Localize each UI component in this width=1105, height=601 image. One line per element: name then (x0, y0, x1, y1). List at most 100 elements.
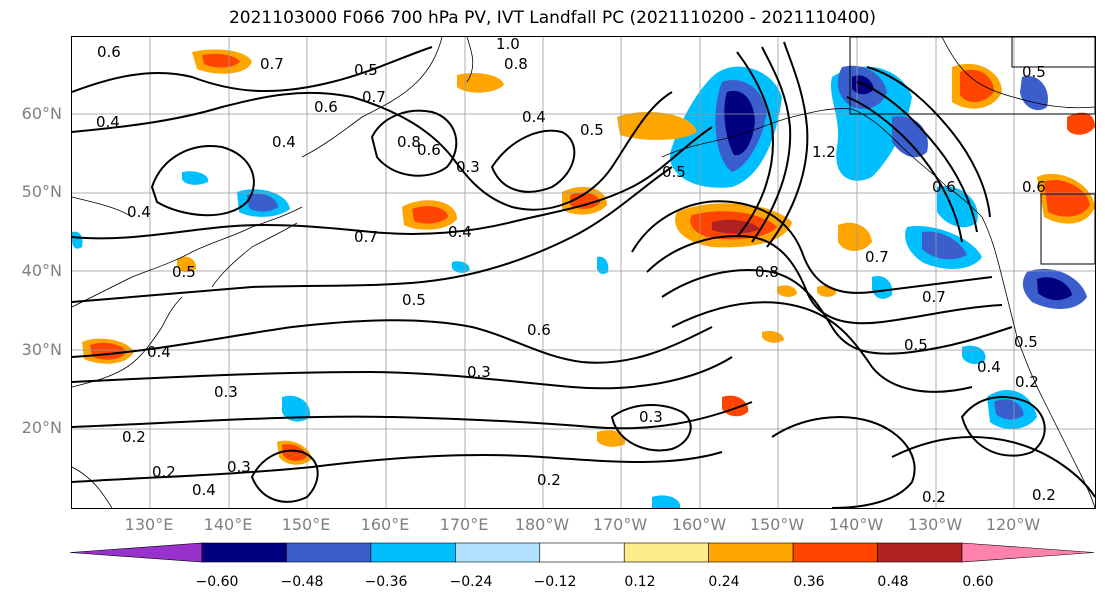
contour-label: 0.5 (402, 291, 426, 309)
contour-label: 1.2 (812, 143, 836, 161)
contour-label: 0.7 (922, 288, 946, 306)
colorbar-segment (70, 543, 202, 562)
positive-anomaly (817, 285, 836, 296)
lon-label: 160°W (659, 515, 739, 534)
lon-label: 150°W (737, 515, 817, 534)
contour-label: 1.0 (496, 37, 520, 53)
colorbar-segment (793, 543, 877, 562)
colorbar-segment (624, 543, 708, 562)
contour-label: 0.3 (456, 158, 480, 176)
colorbar-segment (202, 543, 286, 562)
negative-anomaly (1020, 76, 1048, 110)
colorbar-segment (455, 543, 539, 562)
colorbar-tick-label: 0.24 (694, 574, 754, 590)
lat-label: 50°N (0, 182, 62, 201)
contour-lines (72, 42, 1095, 508)
lon-label: 130°W (895, 515, 975, 534)
positive-anomaly (762, 331, 784, 343)
contour-label: 0.8 (504, 55, 528, 73)
colorbar-tick-label: 0.60 (948, 574, 1008, 590)
contour-label: 0.5 (662, 163, 686, 181)
lon-label: 130°E (109, 515, 189, 534)
map-panel: 0.6 0.7 0.5 1.0 0.8 0.4 0.6 0.7 0.4 0.8 … (71, 36, 1096, 509)
contour-label: 0.4 (522, 108, 546, 126)
contour-label: 0.2 (922, 488, 946, 506)
positive-anomaly (838, 223, 872, 251)
lon-label: 170°E (424, 515, 504, 534)
coastlines (72, 37, 1095, 508)
positive-anomaly (457, 73, 504, 93)
colorbar (70, 541, 1094, 565)
negative-anomaly (652, 495, 680, 508)
contour-label: 0.7 (362, 88, 386, 106)
contour-label: 0.8 (755, 263, 779, 281)
contour-label: 0.6 (417, 141, 441, 159)
contour-label: 0.6 (932, 178, 956, 196)
lon-label: 160°E (345, 515, 425, 534)
contour-label: 0.7 (865, 248, 889, 266)
lon-label: 140°E (188, 515, 268, 534)
contour-label: 0.4 (96, 113, 120, 131)
map-title: 2021103000 F066 700 hPa PV, IVT Landfall… (0, 8, 1105, 28)
contour-label: 0.6 (527, 321, 551, 339)
contour-label: 0.5 (580, 121, 604, 139)
negative-anomaly (72, 232, 83, 249)
contour-labels: 0.6 0.7 0.5 1.0 0.8 0.4 0.6 0.7 0.4 0.8 … (96, 37, 1056, 506)
contour-label: 0.4 (272, 133, 296, 151)
colorbar-tick-label: −0.36 (356, 574, 416, 590)
contour-label: 0.4 (127, 203, 151, 221)
lat-label: 30°N (0, 340, 62, 359)
colorbar-tick-label: 0.12 (610, 574, 670, 590)
colorbar-segment (878, 543, 962, 562)
colorbar-tick-label: −0.24 (441, 574, 501, 590)
colorbar-tick-label: −0.48 (272, 574, 332, 590)
contour-label: 0.6 (314, 98, 338, 116)
negative-anomaly (892, 116, 928, 157)
contour-label: 0.2 (1032, 486, 1056, 504)
map-canvas: 0.6 0.7 0.5 1.0 0.8 0.4 0.6 0.7 0.4 0.8 … (72, 37, 1095, 508)
contour-label: 0.7 (260, 55, 284, 73)
colorbar-tick-label: 0.48 (863, 574, 923, 590)
contour-label: 0.2 (152, 463, 176, 481)
colorbar-segment (962, 543, 1094, 562)
contour-label: 0.4 (448, 223, 472, 241)
contour-label: 0.5 (904, 336, 928, 354)
positive-anomaly (1044, 180, 1090, 217)
contour-label: 0.3 (467, 363, 491, 381)
positive-anomaly (777, 285, 797, 296)
contour-label: 0.7 (354, 228, 378, 246)
colorbar-segment (709, 543, 793, 562)
contour-label: 0.5 (354, 61, 378, 79)
contour-label: 0.6 (1022, 178, 1046, 196)
lon-label: 120°W (973, 515, 1053, 534)
negative-anomaly (597, 257, 608, 274)
lat-label: 60°N (0, 104, 62, 123)
contour-label: 0.3 (639, 408, 663, 426)
contour-label: 0.2 (1015, 373, 1039, 391)
positive-anomaly (1067, 113, 1095, 135)
graticule (72, 37, 1095, 508)
lat-label: 20°N (0, 418, 62, 437)
contour-label: 0.5 (1014, 333, 1038, 351)
colorbar-segment (286, 543, 370, 562)
lon-label: 140°W (816, 515, 896, 534)
contour-label: 0.5 (1022, 63, 1046, 81)
colorbar-tick-label: 0.36 (779, 574, 839, 590)
contour-label: 0.2 (122, 428, 146, 446)
contour-label: 0.4 (977, 358, 1001, 376)
contour-label: 0.4 (147, 343, 171, 361)
colorbar-segment (540, 543, 624, 562)
lon-label: 150°E (266, 515, 346, 534)
contour-label: 0.3 (214, 383, 238, 401)
colorbar-segment (371, 543, 455, 562)
contour-label: 0.4 (192, 481, 216, 499)
negative-anomaly (182, 171, 208, 185)
contour-label: 0.2 (537, 471, 561, 489)
lon-label: 170°W (580, 515, 660, 534)
contour-label: 0.5 (172, 263, 196, 281)
colorbar-tick-label: −0.60 (187, 574, 247, 590)
lon-label: 180°W (502, 515, 582, 534)
colorbar-tick-label: −0.12 (525, 574, 585, 590)
contour-label: 0.3 (227, 458, 251, 476)
negative-anomaly (872, 276, 892, 299)
